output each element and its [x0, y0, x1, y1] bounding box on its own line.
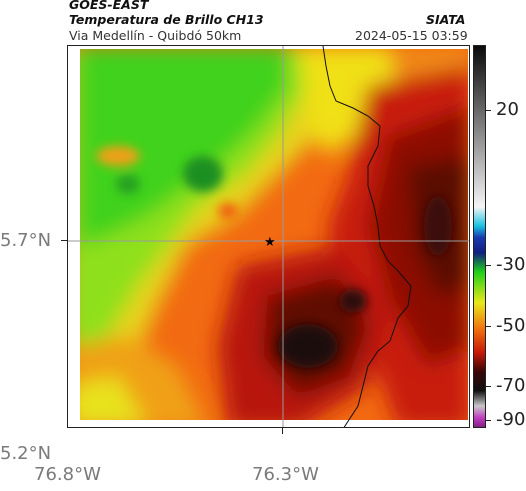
brightness-temperature-map: ★ [67, 45, 470, 428]
cbar-tick-m70 [486, 386, 491, 387]
lon-tick [282, 428, 283, 434]
temperature-field [68, 46, 469, 427]
lat-label-5.7: 5.7°N [0, 230, 52, 251]
cbar-label-m30: -30 [496, 254, 526, 275]
cbar-tick-m50 [486, 326, 491, 327]
chart-subtitle: Via Medellín - Quibdó 50km [69, 28, 242, 43]
cbar-label-m90: -90 [496, 409, 526, 430]
cbar-tick-m90 [486, 420, 491, 421]
lat-label-5.2: 5.2°N [0, 443, 52, 464]
map-field: ★ [68, 46, 469, 427]
colorbar-gradient [474, 46, 485, 427]
timestamp: 2024-05-15 03:59 [355, 28, 468, 43]
cbar-label-m70: -70 [496, 375, 526, 396]
lat-tick [61, 240, 67, 241]
organization-label: SIATA [426, 12, 466, 27]
colorbar [473, 45, 486, 428]
lon-label-76.3: 76.3°W [252, 464, 319, 485]
lon-label-76.8: 76.8°W [34, 464, 101, 485]
cbar-tick-20 [486, 110, 491, 111]
boundary-line [322, 46, 412, 427]
satellite-source: GOES-EAST [69, 0, 149, 12]
cbar-label-m50: -50 [496, 315, 526, 336]
cbar-tick-m30 [486, 265, 491, 266]
location-star-marker: ★ [264, 235, 276, 250]
cbar-label-20: 20 [496, 99, 519, 120]
chart-title: Temperatura de Brillo CH13 [69, 12, 264, 27]
